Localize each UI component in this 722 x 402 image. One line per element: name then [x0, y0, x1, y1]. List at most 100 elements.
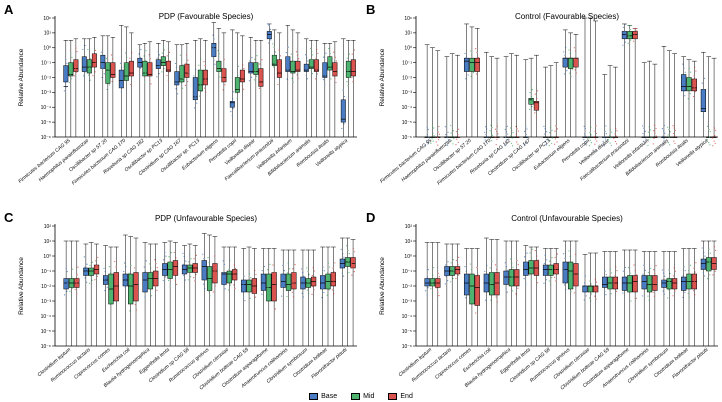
data-point — [109, 271, 112, 273]
data-point — [647, 131, 649, 133]
data-point — [281, 295, 283, 297]
data-point — [554, 130, 556, 132]
data-point — [149, 57, 151, 60]
data-point — [271, 295, 274, 297]
data-point — [585, 135, 587, 137]
box-end — [202, 40, 208, 137]
data-point — [431, 138, 433, 140]
data-point — [224, 276, 226, 278]
data-point — [543, 133, 545, 135]
data-point — [167, 79, 169, 81]
data-point — [273, 66, 275, 68]
data-point — [625, 279, 627, 281]
data-point — [156, 289, 158, 291]
data-point — [683, 67, 685, 69]
data-point — [633, 264, 635, 266]
data-point — [346, 57, 348, 59]
data-point — [537, 90, 539, 92]
data-point — [328, 47, 330, 50]
data-point — [182, 64, 184, 66]
data-point — [706, 278, 709, 280]
data-point — [133, 267, 136, 269]
data-point — [180, 58, 183, 60]
box-iqr — [474, 275, 480, 306]
data-point — [117, 292, 119, 294]
data-point — [682, 77, 684, 79]
box-end — [91, 37, 97, 137]
data-point — [183, 274, 185, 277]
legend-item-mid: Mid — [351, 393, 374, 400]
data-point — [692, 95, 695, 98]
data-point — [261, 73, 263, 75]
data-point — [175, 270, 177, 272]
box-base — [285, 25, 291, 137]
data-point — [465, 286, 468, 288]
data-point — [588, 287, 590, 289]
data-point — [280, 69, 282, 71]
data-point — [531, 105, 533, 108]
box-iqr — [248, 62, 254, 74]
box-end — [232, 246, 238, 346]
data-point — [103, 267, 105, 269]
data-point — [693, 75, 695, 77]
data-point — [311, 51, 313, 53]
y-tick-label: 10⁻⁴ — [41, 314, 51, 320]
box-iqr — [700, 258, 707, 270]
data-point — [530, 86, 532, 88]
data-point — [176, 283, 178, 286]
data-point — [199, 95, 201, 97]
data-point — [94, 49, 97, 51]
box-iqr — [147, 62, 153, 77]
data-point — [187, 72, 189, 74]
box-end — [474, 248, 480, 346]
data-point — [270, 39, 272, 41]
box-mid — [627, 24, 633, 137]
box-iqr — [632, 275, 638, 293]
data-point — [139, 75, 141, 77]
data-point — [672, 295, 674, 297]
data-point — [140, 48, 142, 51]
data-point — [648, 139, 650, 141]
data-point — [82, 62, 84, 64]
data-point — [317, 52, 319, 54]
data-point — [130, 264, 132, 267]
data-point — [70, 52, 72, 55]
data-point — [204, 65, 206, 67]
data-point — [549, 126, 552, 128]
data-point — [213, 59, 215, 62]
box-iqr — [113, 272, 119, 302]
box-mid — [528, 57, 534, 137]
data-point — [630, 32, 632, 34]
data-point — [536, 98, 538, 100]
data-point — [490, 299, 492, 301]
data-point — [549, 260, 551, 262]
data-point — [534, 112, 536, 114]
data-point — [126, 71, 128, 73]
panel-b: B Control (Favourable Species)Relative Ab… — [366, 2, 718, 186]
data-point — [321, 297, 323, 299]
data-point — [353, 72, 355, 75]
data-point — [662, 143, 664, 145]
figure-canvas: A PDP (Favourable Species)Relative Abunda… — [4, 2, 718, 391]
box-iqr — [147, 272, 154, 290]
data-point — [272, 264, 274, 266]
data-point — [433, 267, 435, 269]
data-point — [609, 268, 612, 270]
data-point — [506, 138, 508, 141]
data-point — [258, 87, 261, 89]
y-axis-label: Relative Abundance — [18, 48, 25, 106]
data-point — [491, 288, 493, 290]
box-iqr — [567, 261, 574, 290]
data-point — [286, 295, 288, 298]
data-point — [643, 264, 645, 266]
data-point — [593, 285, 596, 287]
data-point — [71, 69, 73, 71]
data-point — [575, 72, 577, 74]
data-point — [125, 266, 127, 268]
data-point — [667, 141, 670, 144]
data-point — [349, 67, 351, 69]
data-point — [605, 294, 607, 296]
data-point — [447, 280, 449, 282]
data-point — [589, 280, 591, 282]
data-point — [574, 50, 577, 52]
